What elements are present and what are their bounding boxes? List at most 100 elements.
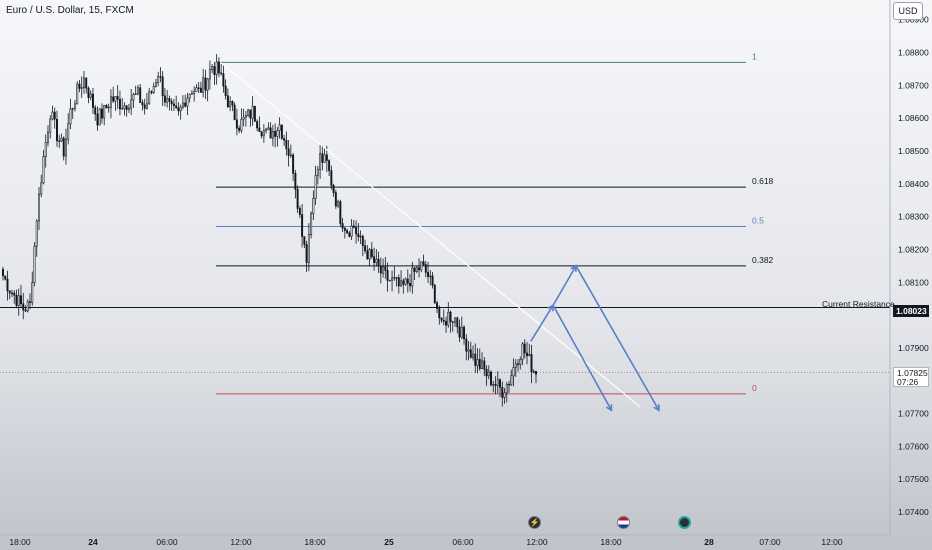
candle-body bbox=[238, 127, 241, 131]
candle-body bbox=[24, 309, 27, 312]
us-flag-icon[interactable] bbox=[617, 516, 630, 529]
candlestick-series bbox=[2, 54, 537, 407]
candle-body bbox=[197, 87, 200, 89]
trendline-segment bbox=[220, 61, 641, 408]
fibonacci-retracement[interactable]: 1 0.618 0.5 0.382 0 bbox=[216, 51, 774, 395]
projection-arrowhead bbox=[653, 404, 660, 412]
candle-body bbox=[310, 213, 313, 235]
candle-body bbox=[386, 270, 389, 281]
candle-body bbox=[512, 367, 515, 377]
candle-body bbox=[384, 266, 387, 271]
fib-level-label: 0.5 bbox=[752, 215, 764, 225]
candle-body bbox=[442, 319, 445, 322]
candle-body bbox=[517, 363, 519, 365]
candle-body bbox=[177, 107, 180, 112]
candle-body bbox=[420, 261, 423, 271]
price-axis[interactable]: 1.089001.088001.087001.086001.085001.084… bbox=[889, 0, 929, 535]
candle-body bbox=[404, 278, 407, 285]
candle-body bbox=[15, 294, 18, 306]
candle-body bbox=[397, 277, 400, 287]
candle-body bbox=[222, 73, 225, 87]
candle-body bbox=[188, 93, 191, 99]
candle-body bbox=[485, 368, 488, 377]
candle-body bbox=[60, 137, 63, 142]
candle-body bbox=[33, 245, 36, 283]
candle-body bbox=[422, 261, 425, 265]
candle-body bbox=[373, 256, 376, 263]
candle-body bbox=[463, 326, 466, 340]
candle-body bbox=[172, 103, 175, 106]
projection-paths[interactable] bbox=[530, 264, 660, 412]
y-tick-label: 1.08500 bbox=[898, 146, 929, 156]
candle-body bbox=[55, 118, 58, 142]
candle-body bbox=[292, 154, 295, 174]
y-tick-label: 1.07900 bbox=[898, 343, 929, 353]
candle-body bbox=[427, 272, 430, 277]
candle-body bbox=[391, 277, 394, 281]
candle-body bbox=[186, 97, 189, 107]
candle-body bbox=[341, 223, 344, 229]
candle-body bbox=[229, 101, 232, 108]
candle-body bbox=[505, 383, 508, 394]
candle-body bbox=[96, 113, 99, 126]
candle-body bbox=[460, 326, 463, 338]
candle-body bbox=[215, 61, 218, 75]
candle-body bbox=[474, 353, 477, 366]
candle-body bbox=[379, 265, 382, 274]
candle-body bbox=[314, 174, 317, 199]
candle-body bbox=[418, 267, 421, 271]
time-axis[interactable]: 18:00 24 06:00 12:00 18:00 25 06:00 12:00 18:00 2… bbox=[0, 534, 890, 547]
candle-body bbox=[235, 119, 238, 129]
y-tick-label: 1.08700 bbox=[898, 80, 929, 90]
candle-body bbox=[429, 275, 432, 278]
candle-body bbox=[514, 363, 517, 368]
candle-body bbox=[240, 118, 243, 131]
candle-body bbox=[303, 236, 306, 245]
candle-body bbox=[226, 95, 229, 108]
candle-body bbox=[361, 235, 364, 247]
candle-body bbox=[526, 352, 528, 357]
candle-body bbox=[265, 128, 268, 131]
candle-body bbox=[465, 338, 468, 352]
x-tick-label: 18:00 bbox=[9, 537, 31, 547]
candle-body bbox=[8, 290, 11, 294]
candle-body bbox=[400, 280, 403, 287]
candle-body bbox=[157, 76, 160, 83]
candle-body bbox=[348, 232, 351, 237]
candle-body bbox=[103, 104, 106, 119]
candle-body bbox=[364, 245, 367, 252]
candle-body bbox=[445, 320, 448, 326]
candle-body bbox=[321, 153, 324, 163]
candle-body bbox=[258, 127, 261, 132]
earnings-icon[interactable] bbox=[678, 516, 691, 529]
candle-body bbox=[346, 230, 349, 234]
x-tick-label: 06:00 bbox=[156, 537, 178, 547]
candle-body bbox=[523, 343, 526, 354]
lightning-icon[interactable]: ⚡ bbox=[528, 516, 541, 529]
y-tick-label: 1.08600 bbox=[898, 113, 929, 123]
current-price-tag: 1.07825 07:26 bbox=[893, 367, 929, 387]
candle-body bbox=[510, 375, 513, 386]
candle-body bbox=[433, 284, 436, 304]
candle-body bbox=[316, 168, 319, 176]
candle-body bbox=[51, 111, 54, 120]
candle-body bbox=[242, 116, 245, 120]
y-tick-label: 1.08300 bbox=[898, 212, 929, 222]
candle-body bbox=[262, 130, 265, 137]
x-tick-label: 12:00 bbox=[526, 537, 548, 547]
currency-button[interactable]: USD bbox=[893, 2, 923, 20]
candle-body bbox=[62, 137, 65, 157]
trendline[interactable] bbox=[220, 61, 641, 408]
candle-body bbox=[89, 93, 92, 98]
candle-body bbox=[307, 234, 310, 263]
candle-body bbox=[2, 268, 4, 277]
candle-body bbox=[211, 66, 214, 71]
candle-body bbox=[402, 280, 405, 285]
candle-body bbox=[535, 371, 537, 375]
candle-body bbox=[501, 386, 504, 398]
candle-body bbox=[285, 139, 288, 150]
candle-body bbox=[116, 96, 119, 100]
fib-level-label: 0 bbox=[752, 383, 757, 393]
candle-body bbox=[204, 77, 207, 91]
